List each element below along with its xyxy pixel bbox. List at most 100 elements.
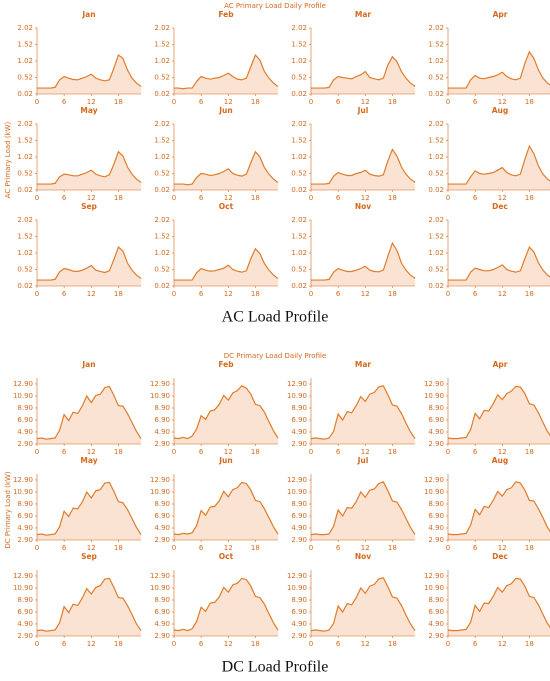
y-tick-label: 2.02 — [291, 120, 307, 128]
x-tick-label: 6 — [473, 98, 478, 106]
y-tick-label: 2.90 — [17, 536, 33, 544]
area — [37, 578, 141, 636]
y-tick-label: 8.90 — [17, 500, 33, 508]
y-tick-label: 0.02 — [17, 186, 33, 194]
y-tick-label: 1.52 — [291, 41, 307, 49]
panel-title: Oct — [219, 552, 234, 561]
panel-title: Nov — [355, 202, 371, 211]
panel-title: Dec — [492, 552, 508, 561]
y-tick-label: 10.90 — [13, 392, 33, 400]
y-tick-label: 6.90 — [154, 416, 170, 424]
x-tick-label: 12 — [498, 290, 507, 298]
y-axis-label: AC Primary Load (kW) — [4, 121, 12, 198]
y-tick-label: 0.02 — [428, 282, 444, 290]
line — [447, 385, 550, 440]
x-tick-label: 0 — [446, 290, 450, 298]
line — [447, 481, 550, 536]
x-tick-label: 18 — [388, 98, 397, 106]
x-tick-label: 18 — [251, 448, 260, 456]
x-tick-label: 6 — [473, 544, 478, 552]
y-tick-label: 4.90 — [154, 428, 170, 436]
x-tick-label: 18 — [114, 98, 123, 106]
area — [311, 56, 415, 94]
y-tick-label: 2.02 — [17, 120, 33, 128]
y-tick-label: 2.02 — [291, 216, 307, 224]
x-tick-label: 6 — [199, 544, 204, 552]
panel-title: Mar — [355, 360, 372, 369]
x-tick-label: 18 — [388, 194, 397, 202]
y-tick-label: 2.90 — [428, 536, 444, 544]
x-tick-label: 18 — [388, 544, 397, 552]
line — [448, 245, 550, 281]
x-tick-label: 0 — [35, 290, 39, 298]
y-tick-label: 6.90 — [291, 416, 307, 424]
area — [311, 481, 415, 540]
y-tick-label: 0.02 — [291, 282, 307, 290]
x-tick-label: 0 — [309, 290, 313, 298]
y-tick-label: 1.02 — [428, 249, 444, 257]
line — [173, 481, 279, 536]
caption: DC Load Profile — [222, 659, 329, 676]
x-tick-label: 6 — [336, 448, 341, 456]
y-tick-label: 2.02 — [428, 216, 444, 224]
y-tick-label: 0.02 — [428, 186, 444, 194]
y-tick-label: 1.02 — [291, 57, 307, 65]
y-tick-label: 2.90 — [154, 440, 170, 448]
y-tick-label: 0.52 — [17, 266, 33, 274]
y-tick-label: 12.90 — [424, 572, 444, 580]
panel-title: Mar — [355, 10, 372, 19]
x-tick-label: 6 — [199, 290, 204, 298]
panel-title: Dec — [492, 202, 508, 211]
y-tick-label: 1.02 — [291, 249, 307, 257]
y-tick-label: 0.52 — [154, 74, 170, 82]
y-tick-label: 4.90 — [291, 620, 307, 628]
x-tick-label: 0 — [446, 98, 450, 106]
y-tick-label: 6.90 — [428, 416, 444, 424]
x-tick-label: 0 — [172, 544, 176, 552]
panel-title: May — [80, 106, 97, 115]
y-tick-label: 1.02 — [154, 249, 170, 257]
x-tick-label: 0 — [309, 98, 313, 106]
y-tick-label: 2.90 — [428, 632, 444, 640]
x-tick-label: 18 — [251, 640, 260, 648]
y-tick-label: 0.52 — [154, 266, 170, 274]
x-tick-label: 18 — [114, 544, 123, 552]
y-tick-label: 4.90 — [154, 620, 170, 628]
y-tick-label: 10.90 — [287, 392, 307, 400]
panel-title: Feb — [218, 360, 234, 369]
y-tick-label: 2.02 — [428, 24, 444, 32]
x-tick-label: 12 — [361, 98, 370, 106]
x-tick-label: 12 — [224, 194, 233, 202]
y-tick-label: 8.90 — [291, 404, 307, 412]
y-tick-label: 10.90 — [424, 392, 444, 400]
y-tick-label: 2.02 — [17, 216, 33, 224]
x-tick-label: 0 — [446, 448, 450, 456]
x-tick-label: 12 — [361, 448, 370, 456]
y-tick-label: 1.02 — [17, 249, 33, 257]
line — [310, 385, 416, 440]
x-tick-label: 18 — [388, 290, 397, 298]
y-tick-label: 0.02 — [291, 90, 307, 98]
y-tick-label: 6.90 — [17, 512, 33, 520]
x-tick-label: 0 — [35, 98, 39, 106]
panel-title: Feb — [218, 10, 234, 19]
x-tick-label: 12 — [361, 290, 370, 298]
x-tick-label: 6 — [62, 640, 67, 648]
x-tick-label: 18 — [114, 194, 123, 202]
x-tick-label: 6 — [336, 194, 341, 202]
x-tick-label: 18 — [114, 290, 123, 298]
y-tick-label: 6.90 — [428, 608, 444, 616]
y-tick-label: 12.90 — [150, 380, 170, 388]
x-tick-label: 12 — [498, 544, 507, 552]
y-tick-label: 1.52 — [428, 41, 444, 49]
y-tick-label: 4.90 — [17, 524, 33, 532]
y-tick-label: 4.90 — [291, 524, 307, 532]
y-tick-label: 2.90 — [428, 440, 444, 448]
x-tick-label: 12 — [224, 98, 233, 106]
panel-title: Nov — [355, 552, 371, 561]
area — [174, 482, 278, 540]
y-tick-label: 2.02 — [154, 24, 170, 32]
x-tick-label: 0 — [446, 544, 450, 552]
line — [174, 150, 279, 186]
y-tick-label: 1.52 — [154, 233, 170, 241]
